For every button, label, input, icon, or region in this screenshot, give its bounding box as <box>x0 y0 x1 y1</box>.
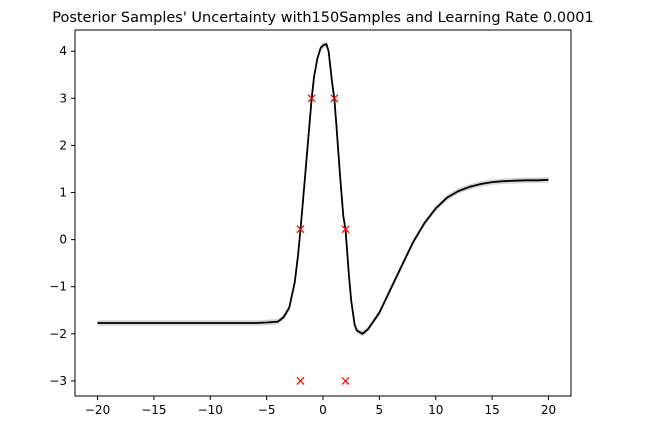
uncertainty-band <box>97 41 549 337</box>
x-tick-label: 10 <box>428 403 443 417</box>
data-point-marker <box>296 376 305 385</box>
x-tick-label: −10 <box>198 403 223 417</box>
x-tick-label: −15 <box>141 403 166 417</box>
data-point-marker <box>341 225 350 234</box>
plot-area <box>97 41 549 385</box>
data-point-marker <box>307 94 316 103</box>
data-point-marker <box>341 376 350 385</box>
x-tick-label: 15 <box>484 403 499 417</box>
x-tick-label: 5 <box>376 403 384 417</box>
y-tick-label: −2 <box>49 327 67 341</box>
y-tick-label: 4 <box>59 44 67 58</box>
x-tick-label: 20 <box>541 403 556 417</box>
x-tick-label: 0 <box>319 403 327 417</box>
y-axis: −3 −2 −1 0 1 2 3 4 <box>49 44 75 388</box>
y-tick-label: 2 <box>59 138 67 152</box>
x-tick-label: −5 <box>258 403 276 417</box>
y-tick-label: 0 <box>59 233 67 247</box>
y-tick-label: 1 <box>59 186 67 200</box>
x-axis: −20 −15 −10 −5 0 5 10 15 20 <box>85 396 556 417</box>
data-point-marker <box>296 225 305 234</box>
x-tick-label: −20 <box>85 403 110 417</box>
y-tick-label: −3 <box>49 374 67 388</box>
data-point-marker <box>330 94 339 103</box>
y-tick-label: 3 <box>59 91 67 105</box>
y-tick-label: −1 <box>49 280 67 294</box>
chart-title: Posterior Samples' Uncertainty with150Sa… <box>52 10 594 26</box>
mean-line <box>97 43 549 335</box>
axes-frame <box>74 29 572 397</box>
